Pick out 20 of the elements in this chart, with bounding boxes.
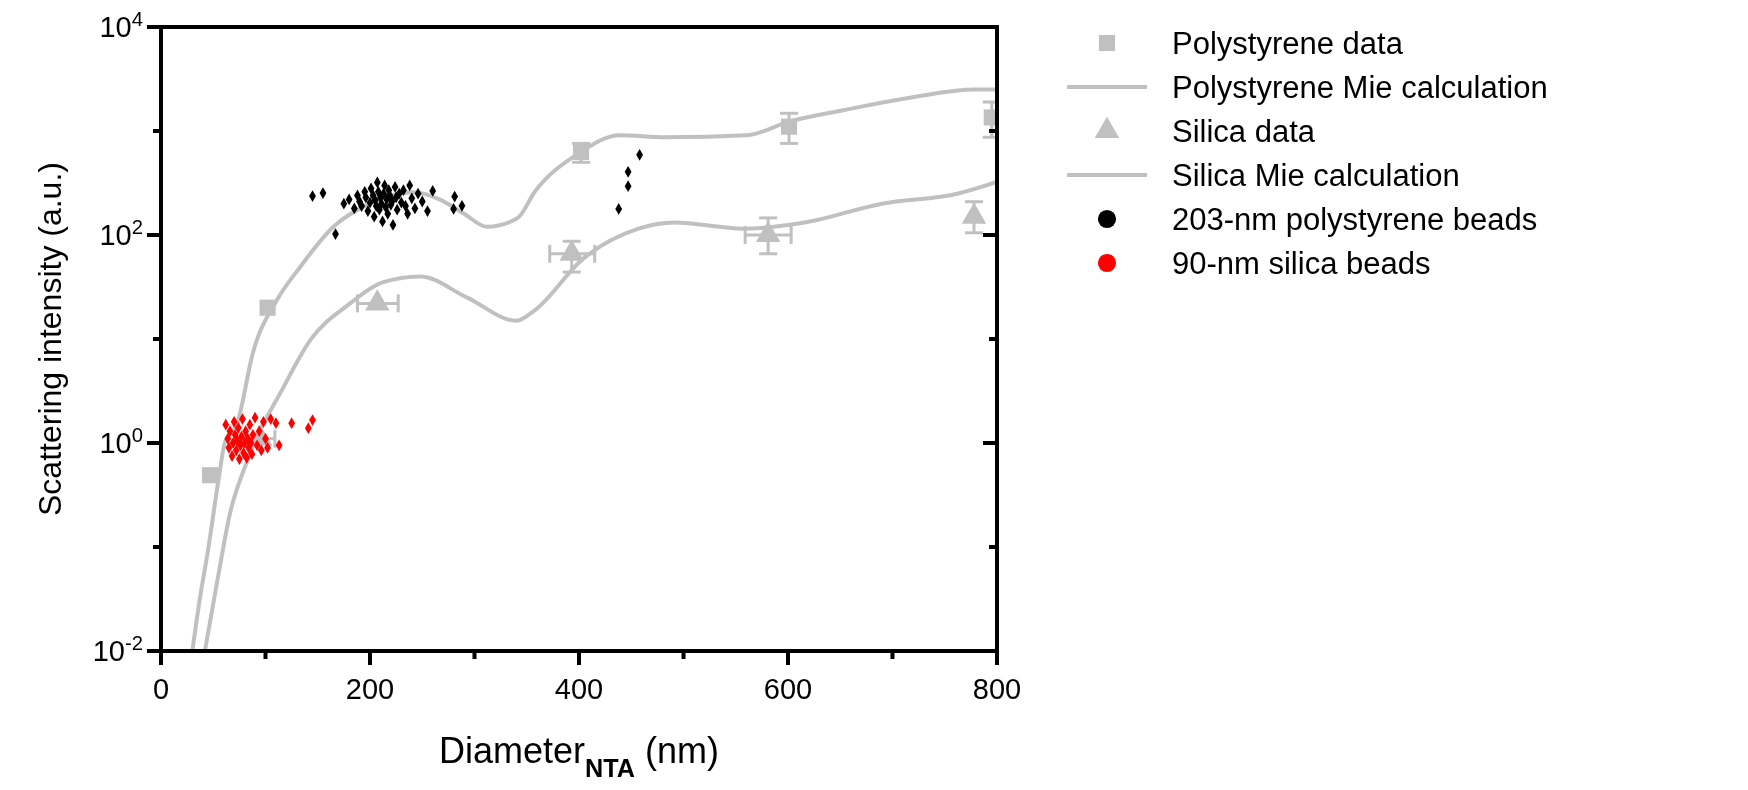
legend-label: Silica data [1172,114,1316,149]
legend-label: 90-nm silica beads [1172,246,1431,281]
y-tick-label: 10$^{2}$ [99,216,143,251]
x-axis-title: Diameter$_{NTA}$ (nm) [439,730,719,782]
y-tick-label: 10$^{4}$ [99,8,143,43]
x-tick-label: 400 [554,673,604,705]
legend-label: Polystyrene Mie calculation [1172,70,1548,105]
y-tick-label: 10$^{0}$ [99,424,143,459]
x-tick-label: 0 [152,673,170,705]
point [202,467,219,484]
line-series [202,179,997,651]
line-series [190,87,997,651]
x-tick-label: 800 [972,673,1022,705]
legend-label: 203-nm polystyrene beads [1172,202,1538,237]
legend-label: Silica Mie calculation [1172,158,1460,193]
x-tick-label: 200 [345,673,395,705]
y-tick-label: 10$^{-2}$ [92,632,143,667]
legend-label: Polystyrene data [1172,26,1404,61]
x-tick-label: 600 [763,673,813,705]
y-axis-title: Scattering intensity (a.u.) [32,162,68,516]
